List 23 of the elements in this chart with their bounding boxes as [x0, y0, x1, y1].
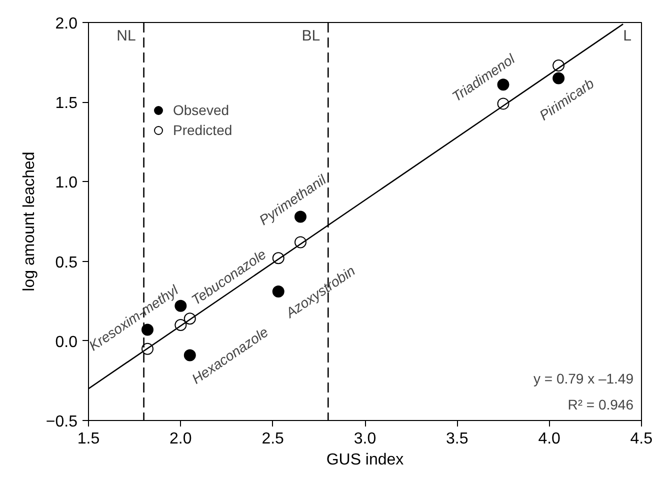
annotation: R² = 0.946: [568, 396, 634, 412]
x-tick-label: 4.5: [630, 430, 652, 448]
y-tick-label: 0.5: [55, 254, 78, 272]
point: [272, 286, 284, 298]
y-tick-label: 1.0: [55, 174, 78, 192]
x-tick-label: 2.5: [262, 430, 284, 448]
x-tick-label: 4.0: [538, 430, 561, 448]
x-tick-label: 2.0: [170, 430, 192, 448]
legend-label: Predicted: [173, 122, 232, 138]
y-axis-title: log amount leached: [20, 152, 38, 292]
annotation: L: [623, 28, 632, 44]
legend-label: Obseved: [173, 102, 230, 118]
ref-line-label: NL: [116, 28, 136, 44]
x-axis-title: GUS index: [326, 452, 404, 468]
y-tick-label: 2.0: [55, 16, 78, 32]
y-tick-label: 0.0: [55, 334, 78, 351]
annotation: y = 0.79 x –1.49: [533, 370, 634, 386]
x-tick-label: 3.0: [354, 430, 376, 448]
ref-line-label: BL: [302, 28, 320, 44]
y-tick-label: −0.5: [46, 414, 78, 430]
x-tick-label: 3.5: [446, 430, 468, 448]
y-tick-label: 1.5: [55, 95, 78, 112]
x-tick-label: 1.5: [77, 430, 100, 448]
